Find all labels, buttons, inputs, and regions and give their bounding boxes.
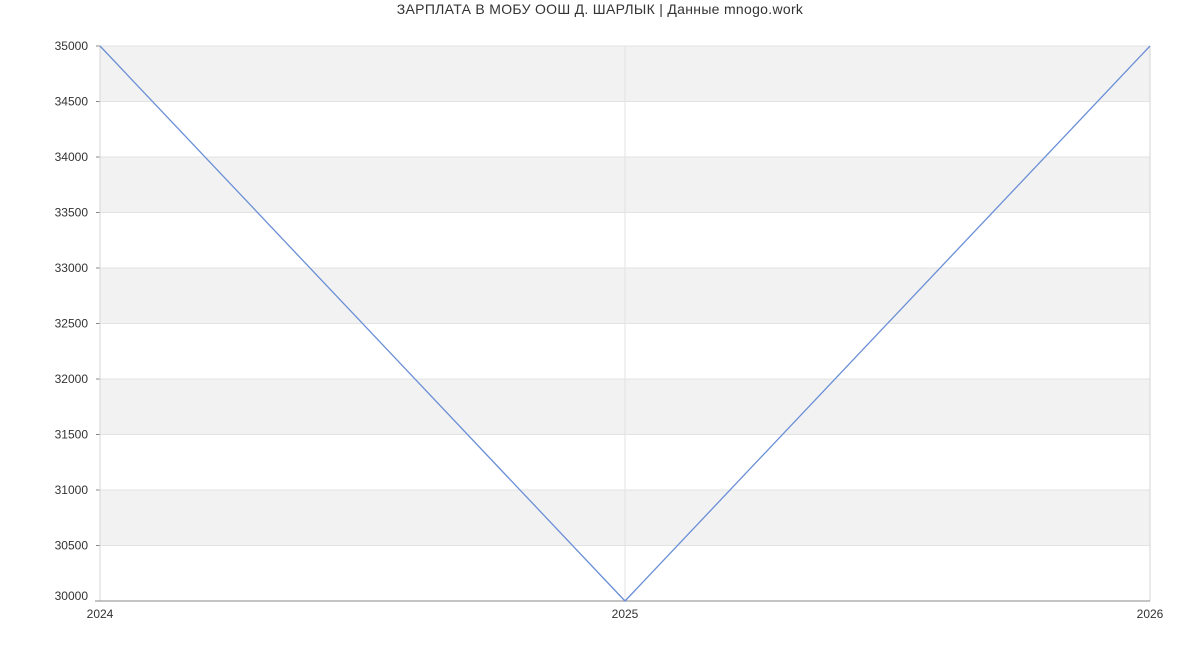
svg-text:34500: 34500: [55, 95, 89, 109]
svg-text:2024: 2024: [87, 607, 114, 621]
svg-text:2026: 2026: [1137, 607, 1164, 621]
svg-text:35000: 35000: [55, 39, 89, 53]
svg-text:33000: 33000: [55, 261, 89, 275]
svg-text:31500: 31500: [55, 428, 89, 442]
svg-text:31000: 31000: [55, 483, 89, 497]
svg-text:33500: 33500: [55, 206, 89, 220]
svg-text:34000: 34000: [55, 150, 89, 164]
svg-text:32000: 32000: [55, 372, 89, 386]
svg-text:32500: 32500: [55, 317, 89, 331]
svg-text:30500: 30500: [55, 539, 89, 553]
svg-text:30000: 30000: [55, 589, 89, 603]
svg-text:2025: 2025: [612, 607, 639, 621]
